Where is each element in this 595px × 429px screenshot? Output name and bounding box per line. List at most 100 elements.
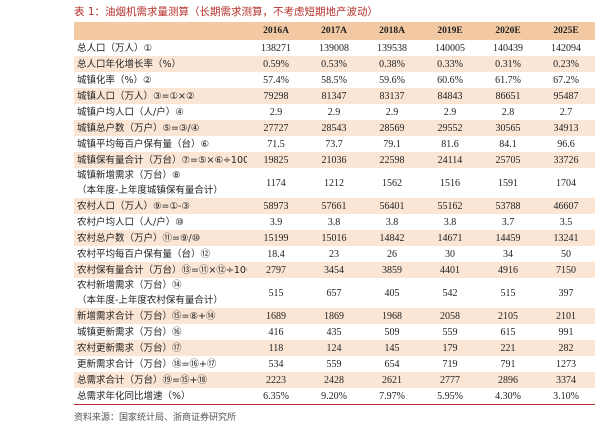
table-cell: 3.7 [501,216,515,228]
row-label: 农村保有量合计（万台）⑬=⑪×⑫÷100 [74,262,247,278]
table-cell: 2777 [421,372,479,388]
table-cell: 13241 [537,230,595,246]
table-cell: 534 [268,358,284,370]
table-cell: 615 [500,326,516,338]
data-table: 2016A 2017A 2018A 2019E 2020E 2025E 总人口（万人）① 1… [74,22,595,405]
table-cell: 46607 [537,198,595,214]
table-cell: 2.7 [559,106,573,118]
table-cell: 991 [558,326,574,338]
table-cell: 515 [268,287,284,299]
table-cell: 3859 [363,262,421,278]
row-label: 农村总户数（万户）⑪=⑨/⑩ [74,230,247,246]
table-cell: 2.9 [443,106,457,118]
table-cell: 33726 [537,152,595,168]
table-cell: 2.9 [269,106,283,118]
table-cell: 30565 [479,120,537,136]
table-cell: 1516 [440,177,460,189]
table-cell: 27727 [247,120,305,136]
row-label-line: 城镇更新需求（万台）⑯ [77,326,182,338]
table-cell: 1562 [382,177,402,189]
row-label: 农村平均每百户保有量（台）⑫ [74,246,247,262]
table-cell: 71.5 [267,138,285,150]
row-label: 总人口年化增长率（%） [74,56,247,72]
table-cell: 0.38% [363,56,421,72]
table-cell: 138271 [261,42,291,54]
table-cell: 3.9 [269,216,283,228]
row-label: 城镇化率（%）② [74,72,247,88]
row-label-line: 农村更新需求（万台）⑰ [77,342,182,354]
table-cell: 84843 [421,88,479,104]
row-label: 农村新增需求（万台）⑭ （本年度-上年度农村保有量合计） [74,278,247,308]
row-label-line: （本年度-上年度城镇保有量合计） [77,185,223,196]
row-label: 城镇户均人口（人/户）④ [74,104,247,120]
row-label: 总人口（万人）① [74,40,247,56]
row-label: 更新需求合计（万台）⑱=⑯+⑰ [74,356,247,372]
row-label-line: 农村平均每百户保有量（台）⑫ [77,248,211,260]
column-header: 2019E [421,22,479,40]
row-label-line: 城镇人口（万人）③=①×② [77,90,195,102]
table-cell: 28543 [305,120,363,136]
table-cell: 559 [442,326,458,338]
row-label-line: 农村户均人口（人/户）⑩ [77,216,184,228]
table-cell: 0.59% [247,56,305,72]
table-cell: 26 [387,248,397,260]
row-label: 城镇更新需求（万台）⑯ [74,324,247,340]
table-cell: 55162 [421,198,479,214]
table-row: 农村平均每百户保有量（台）⑫ 18.4 23 26 30 34 50 [74,246,595,262]
table-cell: 719 [442,358,458,370]
table-cell: 25705 [479,152,537,168]
table-row: 总人口（万人）① 138271 139008 139538 140005 140439 14… [74,40,595,56]
table-cell: 6.35% [247,388,305,405]
table-cell: 15199 [247,230,305,246]
row-label-line: 农村新增需求（万台）⑭ [77,280,182,291]
table-cell: 2896 [479,372,537,388]
row-label-line: 农村保有量合计（万台）⑬=⑪×⑫÷100 [77,264,247,276]
table-cell: 18.4 [267,248,285,260]
table-row: 城镇人口（万人）③=①×② 79298 81347 83137 84843 86651 95… [74,88,595,104]
table-cell: 14671 [421,230,479,246]
table-row: 农村新增需求（万台）⑭ （本年度-上年度农村保有量合计） 515 657 405 542 5… [74,278,595,308]
table-cell: 397 [558,287,574,299]
row-label-line: 总人口（万人）① [77,42,153,54]
table-row: 总需求合计（万台）⑲=⑮+⑱ 2223 2428 2621 2777 2896 3374 [74,372,595,388]
column-header: 2020E [479,22,537,40]
table-cell: 83137 [363,88,421,104]
table-cell: 416 [268,326,284,338]
table-cell: 95487 [537,88,595,104]
table-cell: 7.97% [363,388,421,405]
row-label-line: 城镇平均每百户保有量（台）⑥ [77,138,210,150]
table-cell: 139008 [319,42,349,54]
table-row: 农村更新需求（万台）⑰ 118 124 145 179 221 282 [74,340,595,356]
row-label: 城镇平均每百户保有量（台）⑥ [74,136,247,152]
row-label-line: 总需求合计（万台）⑲=⑮+⑱ [77,374,207,386]
table-cell: 1273 [556,358,576,370]
row-label: 农村人口（万人）⑨=①-③ [74,198,247,214]
row-label-line: （本年度-上年度农村保有量合计） [77,295,223,306]
table-cell: 3.5 [559,216,573,228]
table-cell: 60.6% [437,74,463,86]
header-row: 2016A 2017A 2018A 2019E 2020E 2025E [74,22,595,40]
table-cell: 791 [500,358,516,370]
table-cell: 22598 [363,152,421,168]
table-cell: 34913 [537,120,595,136]
table-row: 城镇总户数（万户）⑤=③/④ 27727 28543 28569 29552 30565 3… [74,120,595,136]
table-row: 城镇保有量合计（万台）⑦=⑤×⑥÷100 19825 21036 22598 24114… [74,152,595,168]
table-cell: 4916 [479,262,537,278]
table-cell: 9.20% [305,388,363,405]
table-cell: 3.8 [385,216,399,228]
table-cell: 84.1 [499,138,517,150]
table-cell: 3454 [305,262,363,278]
row-label-line: 农村总户数（万户）⑪=⑨/⑩ [77,232,201,244]
table-cell: 81347 [305,88,363,104]
table-cell: 50 [561,248,571,260]
table-cell: 4.30% [479,388,537,405]
table-cell: 58973 [247,198,305,214]
table-cell: 435 [326,326,342,338]
table-cell: 282 [537,340,595,356]
table-cell: 21036 [305,152,363,168]
row-label: 农村更新需求（万台）⑰ [74,340,247,356]
table-cell: 118 [247,340,305,356]
table-cell: 19825 [247,152,305,168]
table-cell: 2428 [305,372,363,388]
row-label: 城镇保有量合计（万台）⑦=⑤×⑥÷100 [74,152,247,168]
